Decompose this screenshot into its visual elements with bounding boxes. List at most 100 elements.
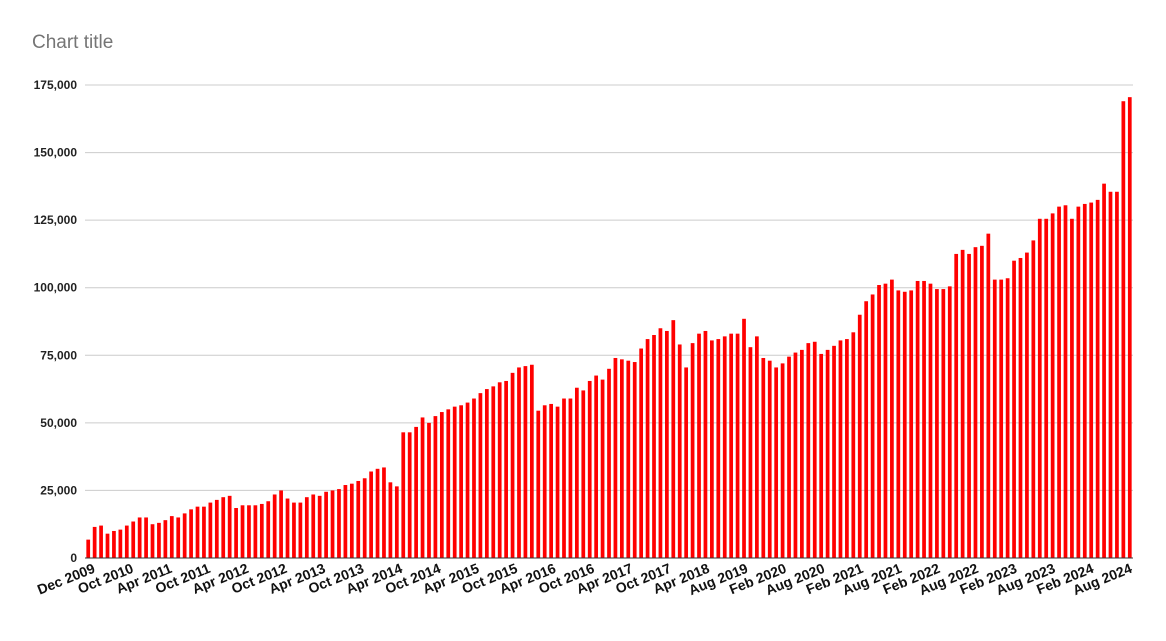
bar <box>208 502 213 558</box>
bar <box>902 291 907 558</box>
bar <box>1044 218 1049 559</box>
bar <box>607 368 611 558</box>
bar <box>163 520 168 558</box>
bar <box>896 290 901 558</box>
bar <box>1089 202 1094 558</box>
bar <box>626 360 631 558</box>
bar <box>247 505 251 558</box>
bar <box>1127 97 1132 558</box>
bar <box>510 372 515 558</box>
bar <box>883 283 888 558</box>
bar <box>594 375 599 558</box>
bar <box>806 343 811 558</box>
bar <box>793 352 798 558</box>
bar <box>529 364 534 558</box>
bar <box>645 339 650 558</box>
bar <box>716 339 721 558</box>
bar <box>137 517 142 558</box>
bar <box>915 280 920 558</box>
bar <box>857 314 862 558</box>
bar <box>394 486 399 558</box>
bar <box>105 533 110 558</box>
bar <box>845 339 849 558</box>
y-tick-label: 25,000 <box>40 483 77 497</box>
bar <box>292 502 296 558</box>
bar <box>1070 218 1074 559</box>
bar <box>992 279 997 558</box>
bar <box>189 509 193 558</box>
bar <box>523 366 528 558</box>
bar <box>356 480 361 558</box>
bar <box>401 432 406 558</box>
bar <box>214 499 219 558</box>
bar <box>1018 257 1023 558</box>
bar <box>980 245 984 558</box>
bar <box>536 410 541 558</box>
bar <box>478 393 483 558</box>
bar <box>800 349 804 558</box>
bar <box>362 478 367 558</box>
bar <box>407 432 412 558</box>
bar <box>369 471 373 558</box>
bar <box>787 356 791 558</box>
bar <box>86 539 91 558</box>
bar <box>1031 240 1036 558</box>
bar <box>304 497 309 558</box>
bar <box>960 249 965 558</box>
y-tick-label: 175,000 <box>34 78 78 92</box>
bar <box>176 517 181 558</box>
y-tick-label: 150,000 <box>34 146 78 160</box>
bar <box>941 289 946 558</box>
bar <box>954 253 959 558</box>
y-tick-label: 100,000 <box>34 281 78 295</box>
bar <box>1115 191 1119 558</box>
bar <box>742 318 746 558</box>
bar <box>1025 252 1029 558</box>
bar <box>317 495 322 558</box>
bar <box>99 525 103 558</box>
y-tick-label: 50,000 <box>40 416 77 430</box>
bar <box>221 497 226 558</box>
bar <box>446 409 451 558</box>
bar <box>439 412 444 558</box>
bar <box>337 489 341 558</box>
bar <box>967 253 971 558</box>
bar <box>157 522 161 558</box>
bar <box>832 345 836 558</box>
y-tick-label: 75,000 <box>40 348 77 362</box>
bar <box>182 513 187 558</box>
bar <box>838 340 843 558</box>
bar <box>234 508 238 558</box>
y-tick-label: 125,000 <box>34 213 78 227</box>
bar <box>465 402 470 558</box>
bar <box>150 524 155 558</box>
bar <box>427 422 431 558</box>
bar <box>118 529 123 558</box>
bar <box>124 525 129 558</box>
bar <box>877 285 881 558</box>
bar <box>484 389 489 558</box>
bar <box>279 490 283 558</box>
bar <box>388 482 393 558</box>
bar <box>1050 213 1055 558</box>
bar <box>555 406 560 558</box>
bar <box>549 403 553 558</box>
bar <box>755 336 759 558</box>
bar <box>324 491 328 558</box>
bar <box>433 416 438 558</box>
bar <box>819 353 824 558</box>
bar <box>259 503 264 558</box>
bar <box>497 382 502 558</box>
bar <box>999 279 1004 558</box>
bar <box>581 390 586 558</box>
bar <box>671 320 676 558</box>
bar <box>414 426 418 558</box>
bar <box>665 330 669 558</box>
bar <box>330 490 335 558</box>
bar <box>935 289 939 558</box>
bar <box>780 363 785 558</box>
bar <box>735 333 740 558</box>
bar <box>266 501 271 558</box>
bar <box>574 387 579 558</box>
bar <box>677 344 682 558</box>
